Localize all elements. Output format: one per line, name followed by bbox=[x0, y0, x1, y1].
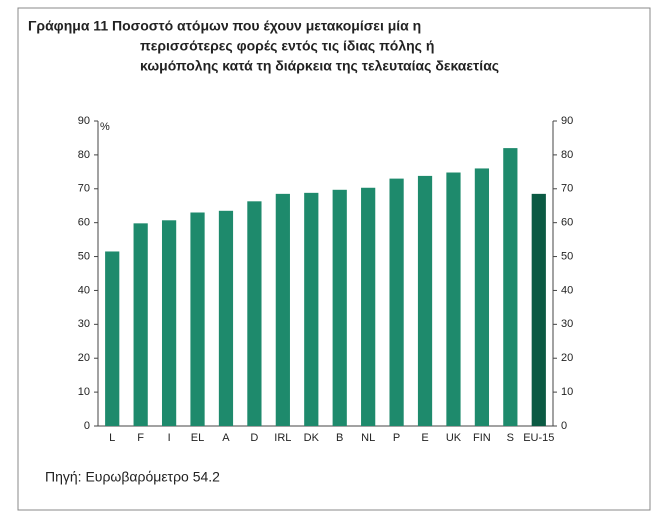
y2-tick-label: 70 bbox=[561, 183, 573, 195]
bar bbox=[247, 201, 262, 426]
chart-title: Γράφημα 11 Ποσοστό ατόμων που έχουν μετα… bbox=[28, 18, 421, 34]
bar bbox=[161, 220, 177, 426]
y2-tick-label: 40 bbox=[561, 284, 573, 296]
bar bbox=[105, 251, 120, 426]
x-tick-label: D bbox=[250, 432, 258, 444]
y2-tick-label: 80 bbox=[561, 149, 573, 161]
y2-tick-label: 0 bbox=[561, 420, 567, 432]
x-tick-label: I bbox=[168, 432, 171, 444]
bar bbox=[474, 168, 490, 426]
y-tick-label: 70 bbox=[78, 183, 90, 195]
y2-tick-label: 20 bbox=[561, 352, 573, 364]
y2-tick-label: 90 bbox=[561, 115, 573, 127]
bar bbox=[304, 192, 319, 426]
frame bbox=[17, 7, 651, 511]
chart-title: περισσότερες φορές εντός τις ίδιας πόλης… bbox=[140, 38, 434, 54]
bar bbox=[361, 187, 376, 426]
y-tick-label: 20 bbox=[78, 352, 90, 364]
y2-tick-label: 10 bbox=[561, 386, 573, 398]
y-tick-label: 60 bbox=[78, 217, 90, 229]
x-tick-label: P bbox=[393, 432, 400, 444]
y-tick-label: 40 bbox=[78, 284, 90, 296]
x-tick-label: A bbox=[222, 432, 230, 444]
chart-title: κωμόπολης κατά τη διάρκεια της τελευταία… bbox=[140, 58, 499, 74]
y2-tick-label: 50 bbox=[561, 250, 573, 262]
bar bbox=[531, 193, 546, 426]
y2-tick-label: 60 bbox=[561, 217, 573, 229]
x-tick-label: B bbox=[336, 432, 343, 444]
x-tick-label: EL bbox=[191, 432, 204, 444]
y-tick-label: 10 bbox=[78, 386, 90, 398]
bar bbox=[417, 175, 433, 426]
x-tick-label: L bbox=[109, 432, 115, 444]
x-tick-label: F bbox=[137, 432, 144, 444]
x-tick-label: IRL bbox=[274, 432, 291, 444]
y-tick-label: 0 bbox=[84, 420, 90, 432]
y-tick-label: 90 bbox=[78, 115, 90, 127]
x-tick-label: DK bbox=[304, 432, 320, 444]
x-tick-label: NL bbox=[361, 432, 375, 444]
bar bbox=[503, 148, 518, 426]
y-tick-label: 50 bbox=[78, 250, 90, 262]
bar bbox=[332, 189, 347, 426]
y2-tick-label: 30 bbox=[561, 318, 573, 330]
bar bbox=[275, 193, 290, 426]
x-tick-label: FIN bbox=[473, 432, 491, 444]
x-tick-label: S bbox=[507, 432, 514, 444]
bar bbox=[446, 172, 461, 426]
x-tick-label: E bbox=[421, 432, 428, 444]
source: Πηγή: Ευρωβαρόμετρο 54.2 bbox=[45, 469, 220, 485]
bar bbox=[389, 178, 404, 426]
y-tick-label: 80 bbox=[78, 149, 90, 161]
bar bbox=[133, 223, 148, 426]
bar bbox=[218, 210, 234, 426]
bar bbox=[190, 212, 205, 426]
x-tick-label: UK bbox=[446, 432, 462, 444]
y-axis-label: % bbox=[100, 121, 110, 133]
y-tick-label: 30 bbox=[78, 318, 90, 330]
x-tick-label: EU-15 bbox=[523, 432, 554, 444]
